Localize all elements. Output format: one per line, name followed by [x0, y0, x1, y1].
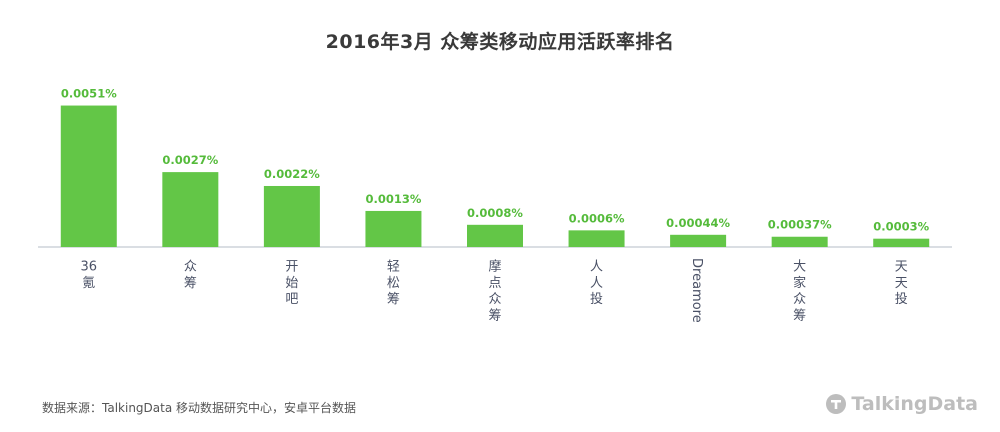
talkingdata-logo: TalkingData [825, 393, 978, 415]
bar-value-label: 0.0051% [61, 87, 117, 101]
bar-value-label: 0.0022% [264, 167, 320, 181]
bar-value-label: 0.0027% [162, 153, 218, 167]
talkingdata-logo-icon [825, 393, 847, 415]
bar-value-label: 0.00037% [768, 218, 832, 232]
bar [365, 210, 422, 247]
category-label: 开始吧 [285, 260, 298, 308]
bar-value-label: 0.0008% [467, 206, 523, 220]
bar-value-label: 0.0006% [569, 211, 625, 225]
category-label: 众筹 [184, 260, 197, 291]
category-label: 轻松筹 [387, 260, 400, 308]
bar-value-label: 0.0003% [873, 220, 929, 234]
category-label: Dreamore [689, 258, 704, 323]
category-label: 天天投 [895, 260, 908, 308]
bar [467, 224, 523, 247]
chart-title: 2016年3月 众筹类移动应用活跃率排名 [325, 31, 675, 53]
bar-value-label: 0.0013% [365, 192, 421, 206]
bar [771, 236, 828, 247]
bar [873, 238, 930, 247]
bar [60, 105, 117, 247]
category-label: 36 氪 [81, 260, 98, 291]
data-source-note: 数据来源：TalkingData 移动数据研究中心，安卓平台数据 [42, 401, 357, 415]
bar [568, 230, 625, 247]
bar-value-label: 0.00044% [666, 216, 730, 230]
bar [162, 172, 219, 247]
bar [670, 234, 727, 247]
bar [263, 185, 320, 247]
bar-chart: 0.0051% 36 氪 0.0027% 众筹 0.0022% 开始吧 0.0013% 轻松筹 0… [38, 87, 952, 324]
category-label: 摩点众筹 [488, 259, 501, 324]
category-label: 人人投 [590, 260, 603, 308]
category-label: 大家众筹 [793, 260, 806, 324]
logo-text: TalkingData [851, 393, 978, 415]
